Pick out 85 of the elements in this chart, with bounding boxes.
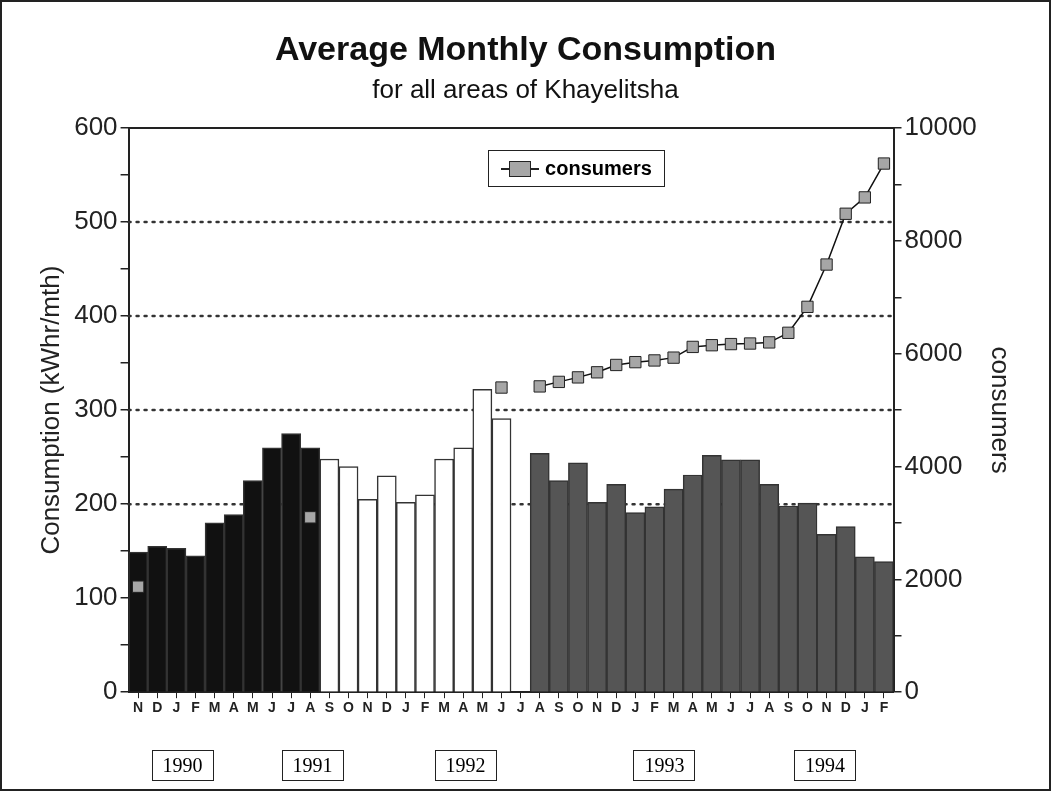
y2-tick-label: 2000 bbox=[904, 562, 963, 593]
x-tick-label: J bbox=[860, 699, 869, 716]
x-tick-label: M bbox=[438, 699, 450, 716]
text: 1993 bbox=[633, 750, 696, 781]
x-tick-label: M bbox=[706, 699, 718, 716]
x-tick-label: N bbox=[133, 699, 144, 716]
point bbox=[820, 258, 833, 271]
point bbox=[839, 207, 852, 220]
point bbox=[304, 511, 317, 524]
point bbox=[858, 191, 871, 204]
x-tick-label: A bbox=[687, 699, 698, 716]
x-tick-label: J bbox=[516, 699, 525, 716]
y-tick-label: 600 bbox=[74, 111, 118, 142]
x-tick-label: N bbox=[362, 699, 373, 716]
x-tick-label: J bbox=[727, 699, 735, 716]
point bbox=[763, 336, 776, 349]
text: 1990 bbox=[151, 750, 214, 781]
point bbox=[590, 366, 604, 379]
x-tick-label: J bbox=[287, 699, 296, 716]
point bbox=[629, 355, 642, 369]
y2-tick-label: 0 bbox=[904, 675, 919, 706]
x-tick-label: J bbox=[631, 699, 640, 716]
x-tick-label: M bbox=[247, 699, 259, 716]
x-tick-label: M bbox=[476, 699, 489, 716]
y-tick-label: 300 bbox=[74, 393, 118, 424]
x-tick-label: M bbox=[208, 699, 221, 716]
point bbox=[801, 300, 814, 314]
x-tick-label: O bbox=[343, 699, 355, 716]
x-tick-label: O bbox=[572, 699, 584, 716]
x-tick-label: N bbox=[592, 699, 603, 716]
legend-label: consumers bbox=[545, 157, 652, 180]
point bbox=[495, 381, 508, 394]
text: 1994 bbox=[794, 750, 857, 781]
x-tick-label: M bbox=[667, 699, 680, 716]
x-tick-label: D bbox=[152, 699, 163, 716]
x-tick-label: D bbox=[381, 699, 392, 716]
point bbox=[686, 340, 699, 354]
point bbox=[131, 580, 145, 593]
x-tick-label: F bbox=[420, 699, 430, 716]
text: 1992 bbox=[434, 750, 497, 781]
x-tick-label: O bbox=[802, 699, 813, 716]
x-tick-label: S bbox=[783, 699, 793, 716]
y-tick-label: 200 bbox=[74, 487, 118, 518]
x-tick-label: D bbox=[611, 699, 622, 716]
point bbox=[610, 358, 623, 372]
x-tick-label: F bbox=[191, 699, 201, 716]
point bbox=[571, 371, 585, 384]
x-tick-label: A bbox=[458, 699, 469, 716]
point bbox=[667, 351, 680, 364]
x-tick-label: F bbox=[879, 699, 889, 716]
y2-axis-title: consumers bbox=[986, 346, 1017, 474]
x-tick-label: F bbox=[650, 699, 660, 716]
point bbox=[705, 339, 718, 352]
x-tick-label: S bbox=[324, 699, 335, 716]
x-tick-label: J bbox=[746, 699, 754, 716]
text: 1991 bbox=[281, 750, 344, 781]
y-tick-label: 0 bbox=[103, 675, 118, 706]
y2-tick-label: 8000 bbox=[904, 224, 963, 255]
x-tick-label: A bbox=[228, 699, 239, 716]
point bbox=[648, 354, 661, 367]
y2-tick-label: 4000 bbox=[904, 449, 963, 480]
y-axis-title: Consumption (kWhr/mth) bbox=[34, 265, 65, 555]
point bbox=[743, 337, 757, 350]
y-tick-label: 400 bbox=[74, 299, 118, 330]
point bbox=[552, 375, 565, 389]
x-tick-label: A bbox=[764, 699, 775, 716]
point bbox=[533, 380, 546, 393]
x-tick-label: J bbox=[172, 699, 181, 716]
x-tick-label: S bbox=[554, 699, 564, 716]
y-tick-label: 500 bbox=[74, 205, 118, 236]
chart-title: Average Monthly Consumption bbox=[274, 28, 777, 67]
x-tick-label: J bbox=[268, 699, 276, 716]
x-tick-label: D bbox=[840, 699, 851, 716]
x-tick-label: J bbox=[497, 699, 506, 716]
point bbox=[782, 326, 795, 339]
x-tick-label: A bbox=[305, 699, 316, 716]
y2-tick-label: 10000 bbox=[904, 111, 977, 142]
point bbox=[724, 337, 738, 351]
x-tick-label: N bbox=[821, 699, 832, 716]
chart-subtitle: for all areas of Khayelitsha bbox=[372, 73, 680, 104]
x-tick-label: J bbox=[401, 699, 410, 716]
point bbox=[877, 157, 891, 170]
y-tick-label: 100 bbox=[74, 581, 118, 612]
y2-tick-label: 6000 bbox=[904, 336, 963, 367]
x-tick-label: A bbox=[534, 699, 545, 716]
